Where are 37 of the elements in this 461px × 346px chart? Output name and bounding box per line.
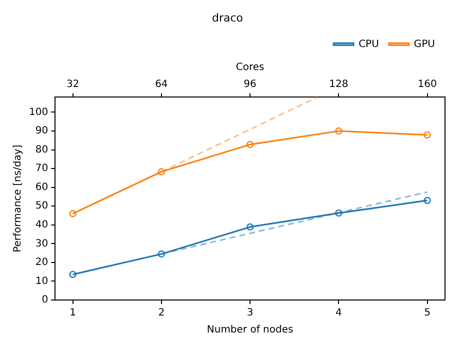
point	[158, 250, 166, 258]
point	[158, 168, 166, 176]
point	[335, 209, 342, 217]
point	[424, 131, 431, 139]
y-tick-label: 50	[35, 200, 48, 212]
point	[335, 127, 342, 135]
y-tick-label: 70	[35, 163, 48, 174]
y-tick-label: 80	[35, 144, 48, 156]
y-tick-label: 30	[35, 238, 48, 250]
y-axis-title: Performance [ns/day]	[12, 144, 24, 252]
y-tick-label: 40	[35, 219, 48, 230]
legend-label: GPU	[414, 38, 436, 50]
legend-label: CPU	[358, 38, 379, 50]
y-tick-label: 20	[35, 257, 48, 268]
y-tick-label: 60	[35, 182, 48, 193]
x-axis-title: Number of nodes	[206, 324, 294, 336]
y-tick-label: 90	[35, 126, 48, 137]
y-tick-label: 100	[28, 106, 48, 118]
x-tick-label: 1	[70, 308, 76, 319]
point	[424, 196, 431, 204]
chart-title: draco	[212, 11, 244, 24]
point	[246, 140, 254, 148]
point	[69, 210, 76, 218]
x2-tick-label: 96	[244, 78, 256, 90]
x-tick-label: 3	[246, 308, 254, 319]
y-tick-label: 0	[42, 294, 48, 306]
point	[69, 270, 76, 278]
x2-tick-label: 160	[418, 78, 437, 90]
y-tick-label: 10	[35, 276, 48, 287]
x2-axis-title: Cores	[236, 62, 264, 73]
point	[246, 223, 254, 231]
x2-tick-label: 32	[66, 78, 80, 90]
x2-tick-label: 128	[329, 78, 348, 90]
x2-tick-label: 64	[155, 78, 168, 90]
x-tick-label: 5	[424, 308, 430, 319]
x-tick-label: 2	[158, 308, 165, 319]
x-tick-label: 4	[335, 308, 342, 319]
